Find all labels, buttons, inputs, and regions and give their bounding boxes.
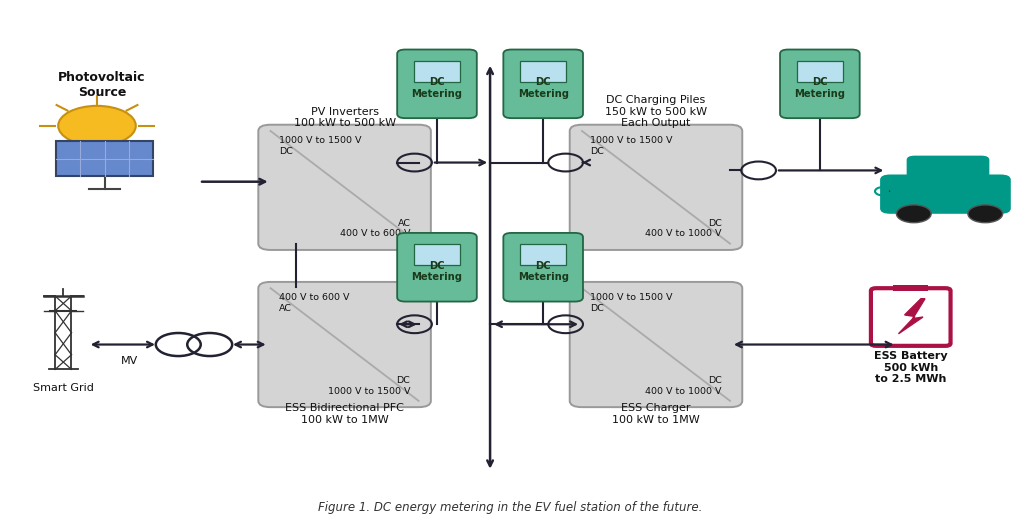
Text: AC
400 V to 600 V: AC 400 V to 600 V xyxy=(340,219,410,238)
FancyBboxPatch shape xyxy=(258,282,431,407)
Circle shape xyxy=(896,205,931,223)
Text: DC
Metering: DC Metering xyxy=(518,260,569,282)
FancyBboxPatch shape xyxy=(503,50,583,118)
Text: Figure 1. DC energy metering in the EV fuel station of the future.: Figure 1. DC energy metering in the EV f… xyxy=(319,500,702,514)
Bar xyxy=(893,285,928,291)
Text: 1000 V to 1500 V
DC: 1000 V to 1500 V DC xyxy=(590,293,673,313)
Bar xyxy=(797,61,842,82)
FancyBboxPatch shape xyxy=(397,233,477,302)
Text: DC Charging Piles
150 kW to 500 kW
Each Output: DC Charging Piles 150 kW to 500 kW Each … xyxy=(604,95,708,128)
Text: Photovoltaic
Source: Photovoltaic Source xyxy=(58,71,146,99)
Text: 1000 V to 1500 V
DC: 1000 V to 1500 V DC xyxy=(590,136,673,156)
Bar xyxy=(415,61,459,82)
Text: DC
1000 V to 1500 V: DC 1000 V to 1500 V xyxy=(328,376,410,396)
Bar xyxy=(521,61,566,82)
FancyBboxPatch shape xyxy=(258,125,431,250)
Bar xyxy=(521,244,566,265)
FancyBboxPatch shape xyxy=(503,233,583,302)
FancyBboxPatch shape xyxy=(880,174,1011,214)
FancyBboxPatch shape xyxy=(56,141,153,176)
FancyBboxPatch shape xyxy=(907,156,989,184)
Text: 1000 V to 1500 V
DC: 1000 V to 1500 V DC xyxy=(279,136,361,156)
Circle shape xyxy=(968,205,1003,223)
Text: DC
Metering: DC Metering xyxy=(411,260,463,282)
FancyBboxPatch shape xyxy=(570,282,742,407)
Text: PV Inverters
100 kW to 500 kW: PV Inverters 100 kW to 500 kW xyxy=(293,107,396,128)
Text: DC
Metering: DC Metering xyxy=(411,77,463,99)
Text: DC
400 V to 1000 V: DC 400 V to 1000 V xyxy=(645,376,722,396)
Text: DC
Metering: DC Metering xyxy=(794,77,845,99)
FancyBboxPatch shape xyxy=(871,288,951,346)
Text: ESS Bidirectional PFC
100 kW to 1MW: ESS Bidirectional PFC 100 kW to 1MW xyxy=(285,403,404,425)
FancyBboxPatch shape xyxy=(570,125,742,250)
Text: Smart Grid: Smart Grid xyxy=(33,383,94,392)
Text: DC
Metering: DC Metering xyxy=(518,77,569,99)
Circle shape xyxy=(58,106,136,146)
FancyBboxPatch shape xyxy=(397,50,477,118)
Text: DC
400 V to 1000 V: DC 400 V to 1000 V xyxy=(645,219,722,238)
Text: 400 V to 600 V
AC: 400 V to 600 V AC xyxy=(279,293,349,313)
Text: MV: MV xyxy=(120,356,138,366)
Polygon shape xyxy=(898,299,925,334)
FancyBboxPatch shape xyxy=(780,50,860,118)
Text: ESS Charger
100 kW to 1MW: ESS Charger 100 kW to 1MW xyxy=(613,403,699,425)
Bar xyxy=(415,244,459,265)
Text: ESS Battery
500 kWh
to 2.5 MWh: ESS Battery 500 kWh to 2.5 MWh xyxy=(874,351,947,384)
